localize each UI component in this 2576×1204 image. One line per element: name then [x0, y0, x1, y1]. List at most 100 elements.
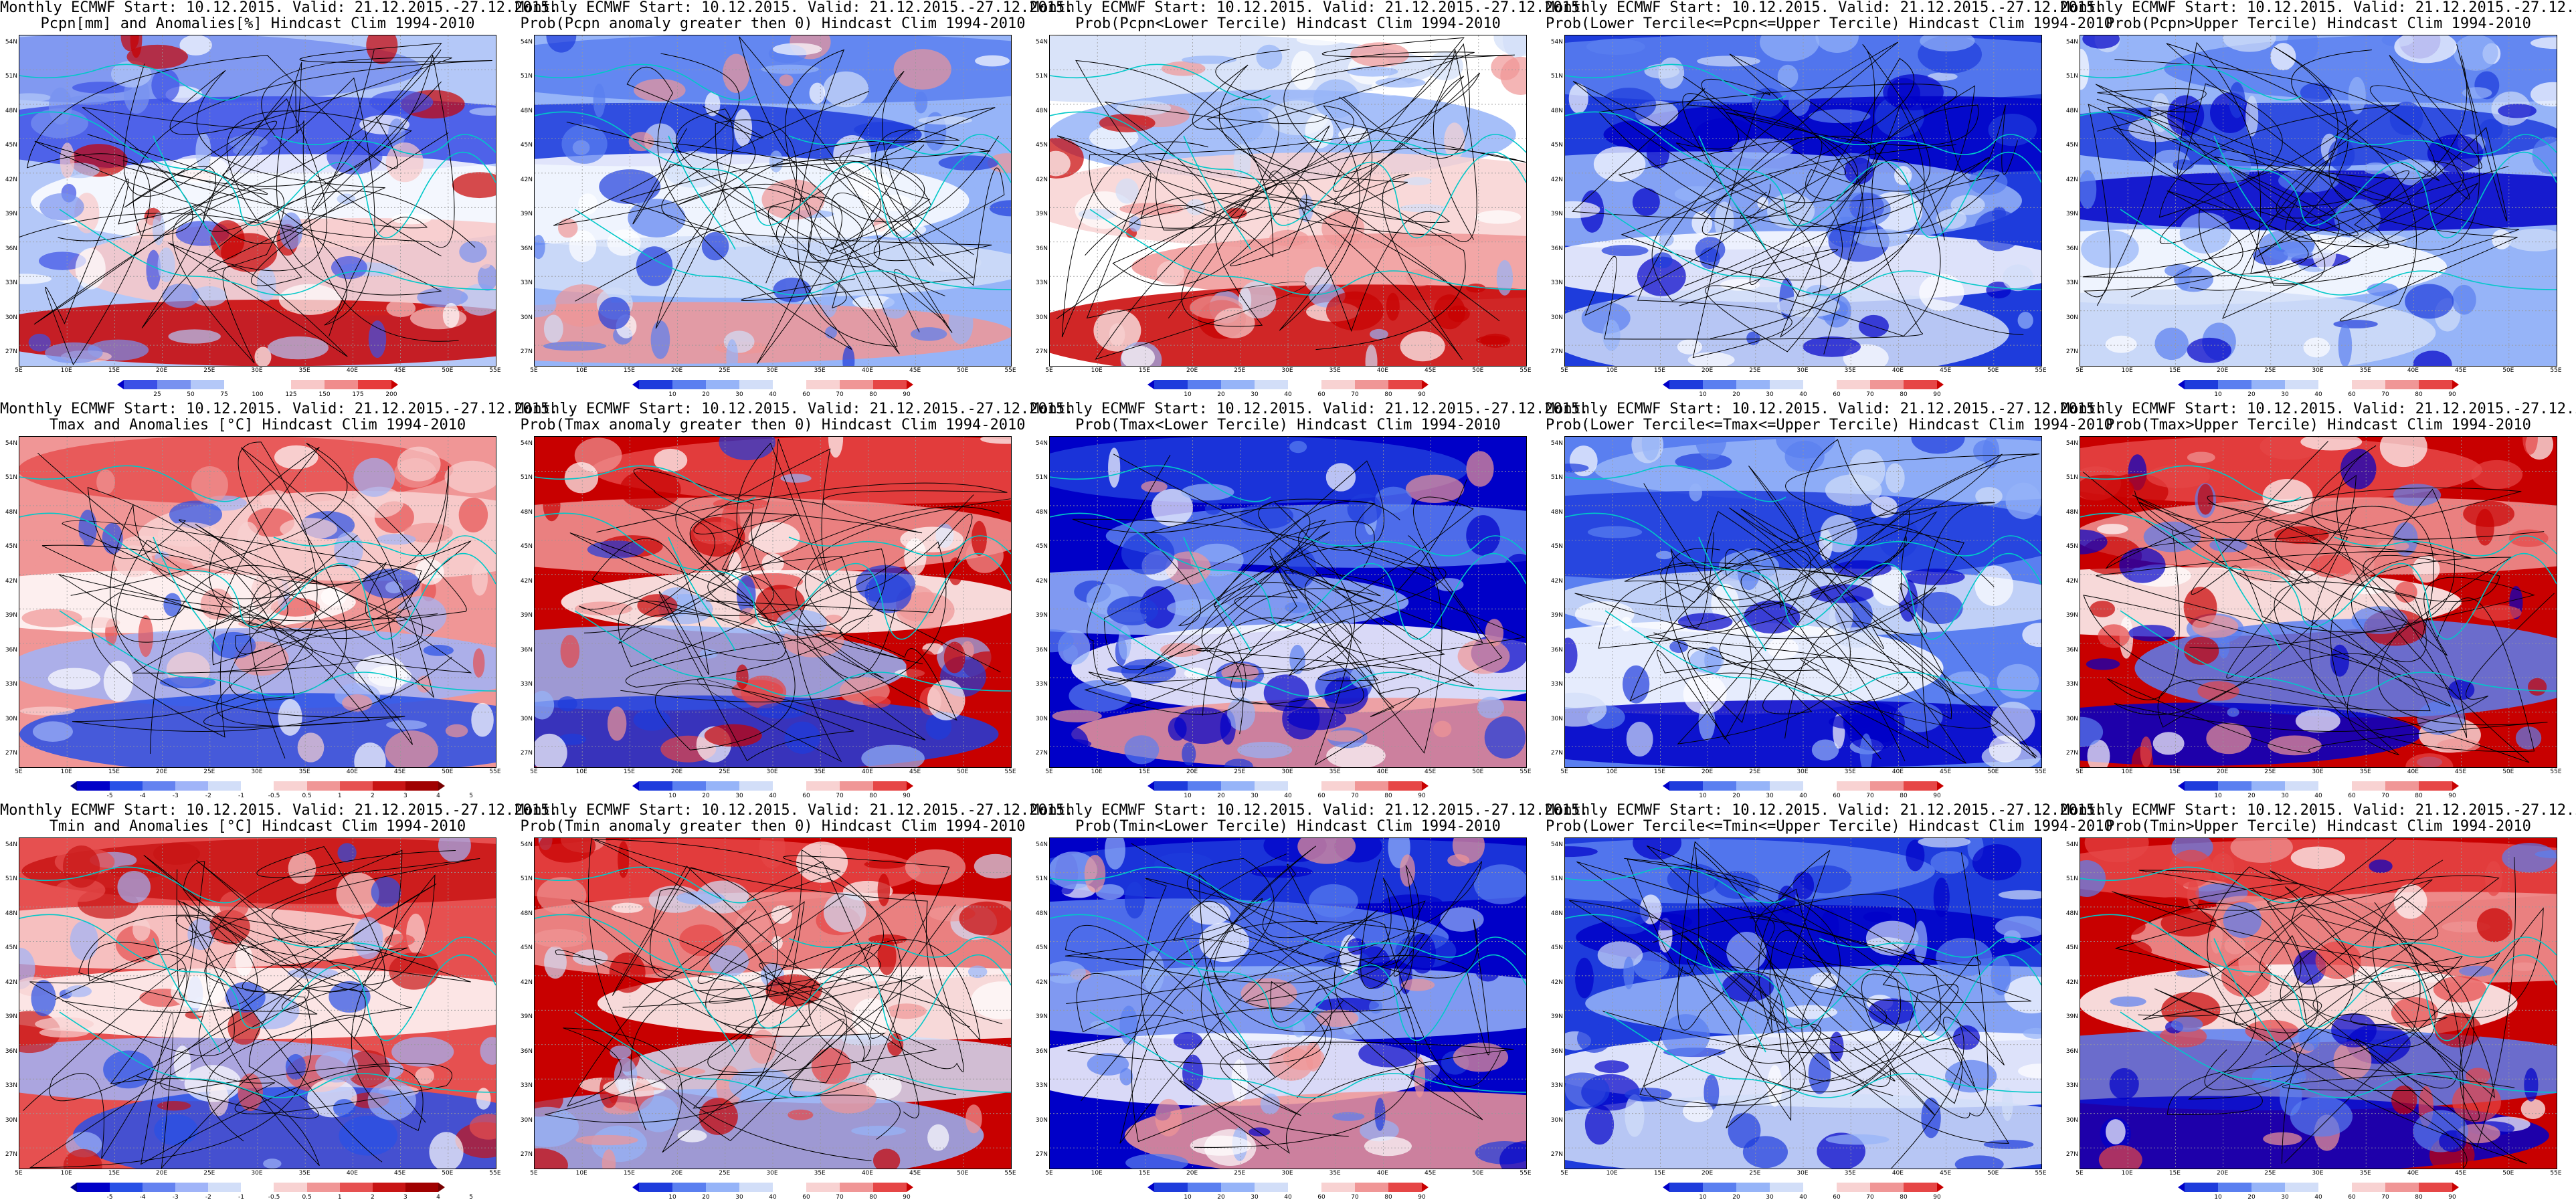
field-blob — [1069, 680, 1131, 712]
field-blob — [1309, 884, 1358, 918]
field-blob — [1811, 739, 1839, 761]
field-blob — [2527, 678, 2547, 696]
field-blob — [280, 518, 338, 540]
map-panel: Monthly ECMWF Start: 10.12.2015. Valid: … — [1546, 401, 2113, 803]
lat-tick-label: 54N — [2065, 841, 2078, 848]
field-blob — [1782, 1005, 1838, 1019]
field-blob — [1256, 44, 1283, 70]
field-blob — [327, 138, 383, 175]
field-blob — [334, 532, 363, 569]
contour-line — [1643, 483, 1936, 714]
lon-tick-label: 25E — [1749, 367, 1761, 374]
field-blob — [1444, 122, 1465, 160]
lat-tick-label: 27N — [5, 750, 17, 757]
colorbar-tick-label: 20 — [1217, 1194, 1225, 1201]
field-blob — [910, 327, 947, 341]
field-blob — [607, 706, 627, 741]
colorbar-cell — [1736, 380, 1770, 389]
field-blob — [1988, 113, 2037, 146]
field-blob — [1626, 721, 1653, 757]
colorbar-cell — [639, 1183, 672, 1192]
field-blob — [1477, 696, 1505, 718]
colorbar-cell — [2352, 1183, 2385, 1192]
field-band — [19, 437, 454, 504]
lon-tick-label: 15E — [623, 1170, 635, 1177]
lon-tick-label: 25E — [2264, 1170, 2276, 1177]
colorbar-tick-label: 40 — [1284, 1194, 1292, 1201]
field-blob — [719, 437, 775, 461]
field-blob — [1847, 712, 1900, 751]
field-blob — [535, 1106, 579, 1147]
colorbar-cell — [2218, 380, 2251, 389]
lat-tick-label: 48N — [2065, 910, 2078, 917]
field-blob — [1084, 855, 1106, 893]
field-blob — [828, 437, 844, 458]
colorbar-min-arrow — [117, 380, 124, 389]
colorbar-tick-label: -1 — [238, 793, 244, 799]
contour-line — [1646, 841, 1989, 1118]
field-blob — [477, 264, 496, 291]
lat-tick-label: 39N — [1035, 1013, 1048, 1021]
colorbar-cell — [2251, 1183, 2285, 1192]
field-blob — [2334, 199, 2381, 239]
field-blob — [1466, 451, 1494, 487]
field-blob — [1332, 1112, 1365, 1121]
lon-tick-label: 30E — [2312, 367, 2324, 374]
lat-tick-label: 27N — [1035, 750, 1048, 757]
contour-line — [1066, 861, 1483, 1137]
field-blob — [2506, 228, 2557, 252]
colorbar-cell — [1770, 1183, 1803, 1192]
lat-tick-label: 39N — [1550, 1013, 1563, 1021]
colorbar — [70, 781, 445, 791]
colorbar-tick-label: 20 — [702, 1194, 710, 1201]
map-panel: Monthly ECMWF Start: 10.12.2015. Valid: … — [0, 0, 558, 401]
lon-tick-label: 55E — [1520, 367, 1532, 374]
field-blob — [2535, 850, 2557, 859]
field-blob — [103, 660, 133, 702]
colorbar-tick-label: 80 — [1900, 793, 1908, 799]
coastline — [1698, 536, 1766, 651]
contour-line — [1067, 859, 1426, 1142]
colorbar-tick-label: 1 — [337, 793, 342, 799]
field-blob — [1594, 1060, 1629, 1074]
coastline — [153, 135, 221, 250]
colorbar-min-arrow — [2178, 380, 2185, 389]
field-blob — [459, 241, 487, 263]
colorbar-tick-label: 60 — [1833, 1194, 1841, 1201]
coastline — [535, 914, 1011, 1041]
field-blob — [1109, 323, 1125, 346]
field-blob — [1214, 308, 1255, 338]
field-blob — [1293, 1020, 1305, 1037]
contour-line — [650, 888, 872, 1087]
colorbar — [2178, 781, 2459, 791]
field-blob — [1777, 64, 1799, 88]
colorbar-max-arrow — [1422, 781, 1429, 791]
coastline — [1819, 936, 2041, 958]
field-blob — [1289, 644, 1305, 675]
map-field-svg — [1565, 35, 2041, 366]
field-blob — [2465, 1068, 2490, 1085]
contour-line — [555, 849, 884, 1130]
colorbar-tick-label: 90 — [1418, 391, 1426, 398]
field-blob — [701, 231, 729, 261]
field-blob — [31, 980, 56, 1017]
contour-line — [1104, 520, 1475, 754]
coastline — [2120, 1011, 2557, 1098]
colorbar-tick-label: -0.5 — [268, 1194, 280, 1201]
field-blob — [1714, 201, 1734, 241]
colorbar-tick-label: 20 — [1732, 1194, 1740, 1201]
lat-tick-label: 51N — [5, 474, 17, 482]
lon-tick-label: 35E — [2359, 1170, 2371, 1177]
field-blob — [2080, 170, 2097, 209]
lon-tick-label: 45E — [1940, 367, 1952, 374]
field-blob — [2530, 82, 2557, 107]
field-band — [591, 437, 1011, 504]
coastline — [1089, 1011, 1526, 1098]
contour-line — [2167, 857, 2516, 1148]
contour-line — [1624, 502, 1995, 762]
colorbar-tick-label: 30 — [1251, 793, 1259, 799]
coastline — [1565, 512, 2041, 640]
field-blob — [1726, 932, 1767, 972]
field-blob — [1887, 78, 1920, 110]
map-panel: Monthly ECMWF Start: 10.12.2015. Valid: … — [1546, 0, 2113, 401]
